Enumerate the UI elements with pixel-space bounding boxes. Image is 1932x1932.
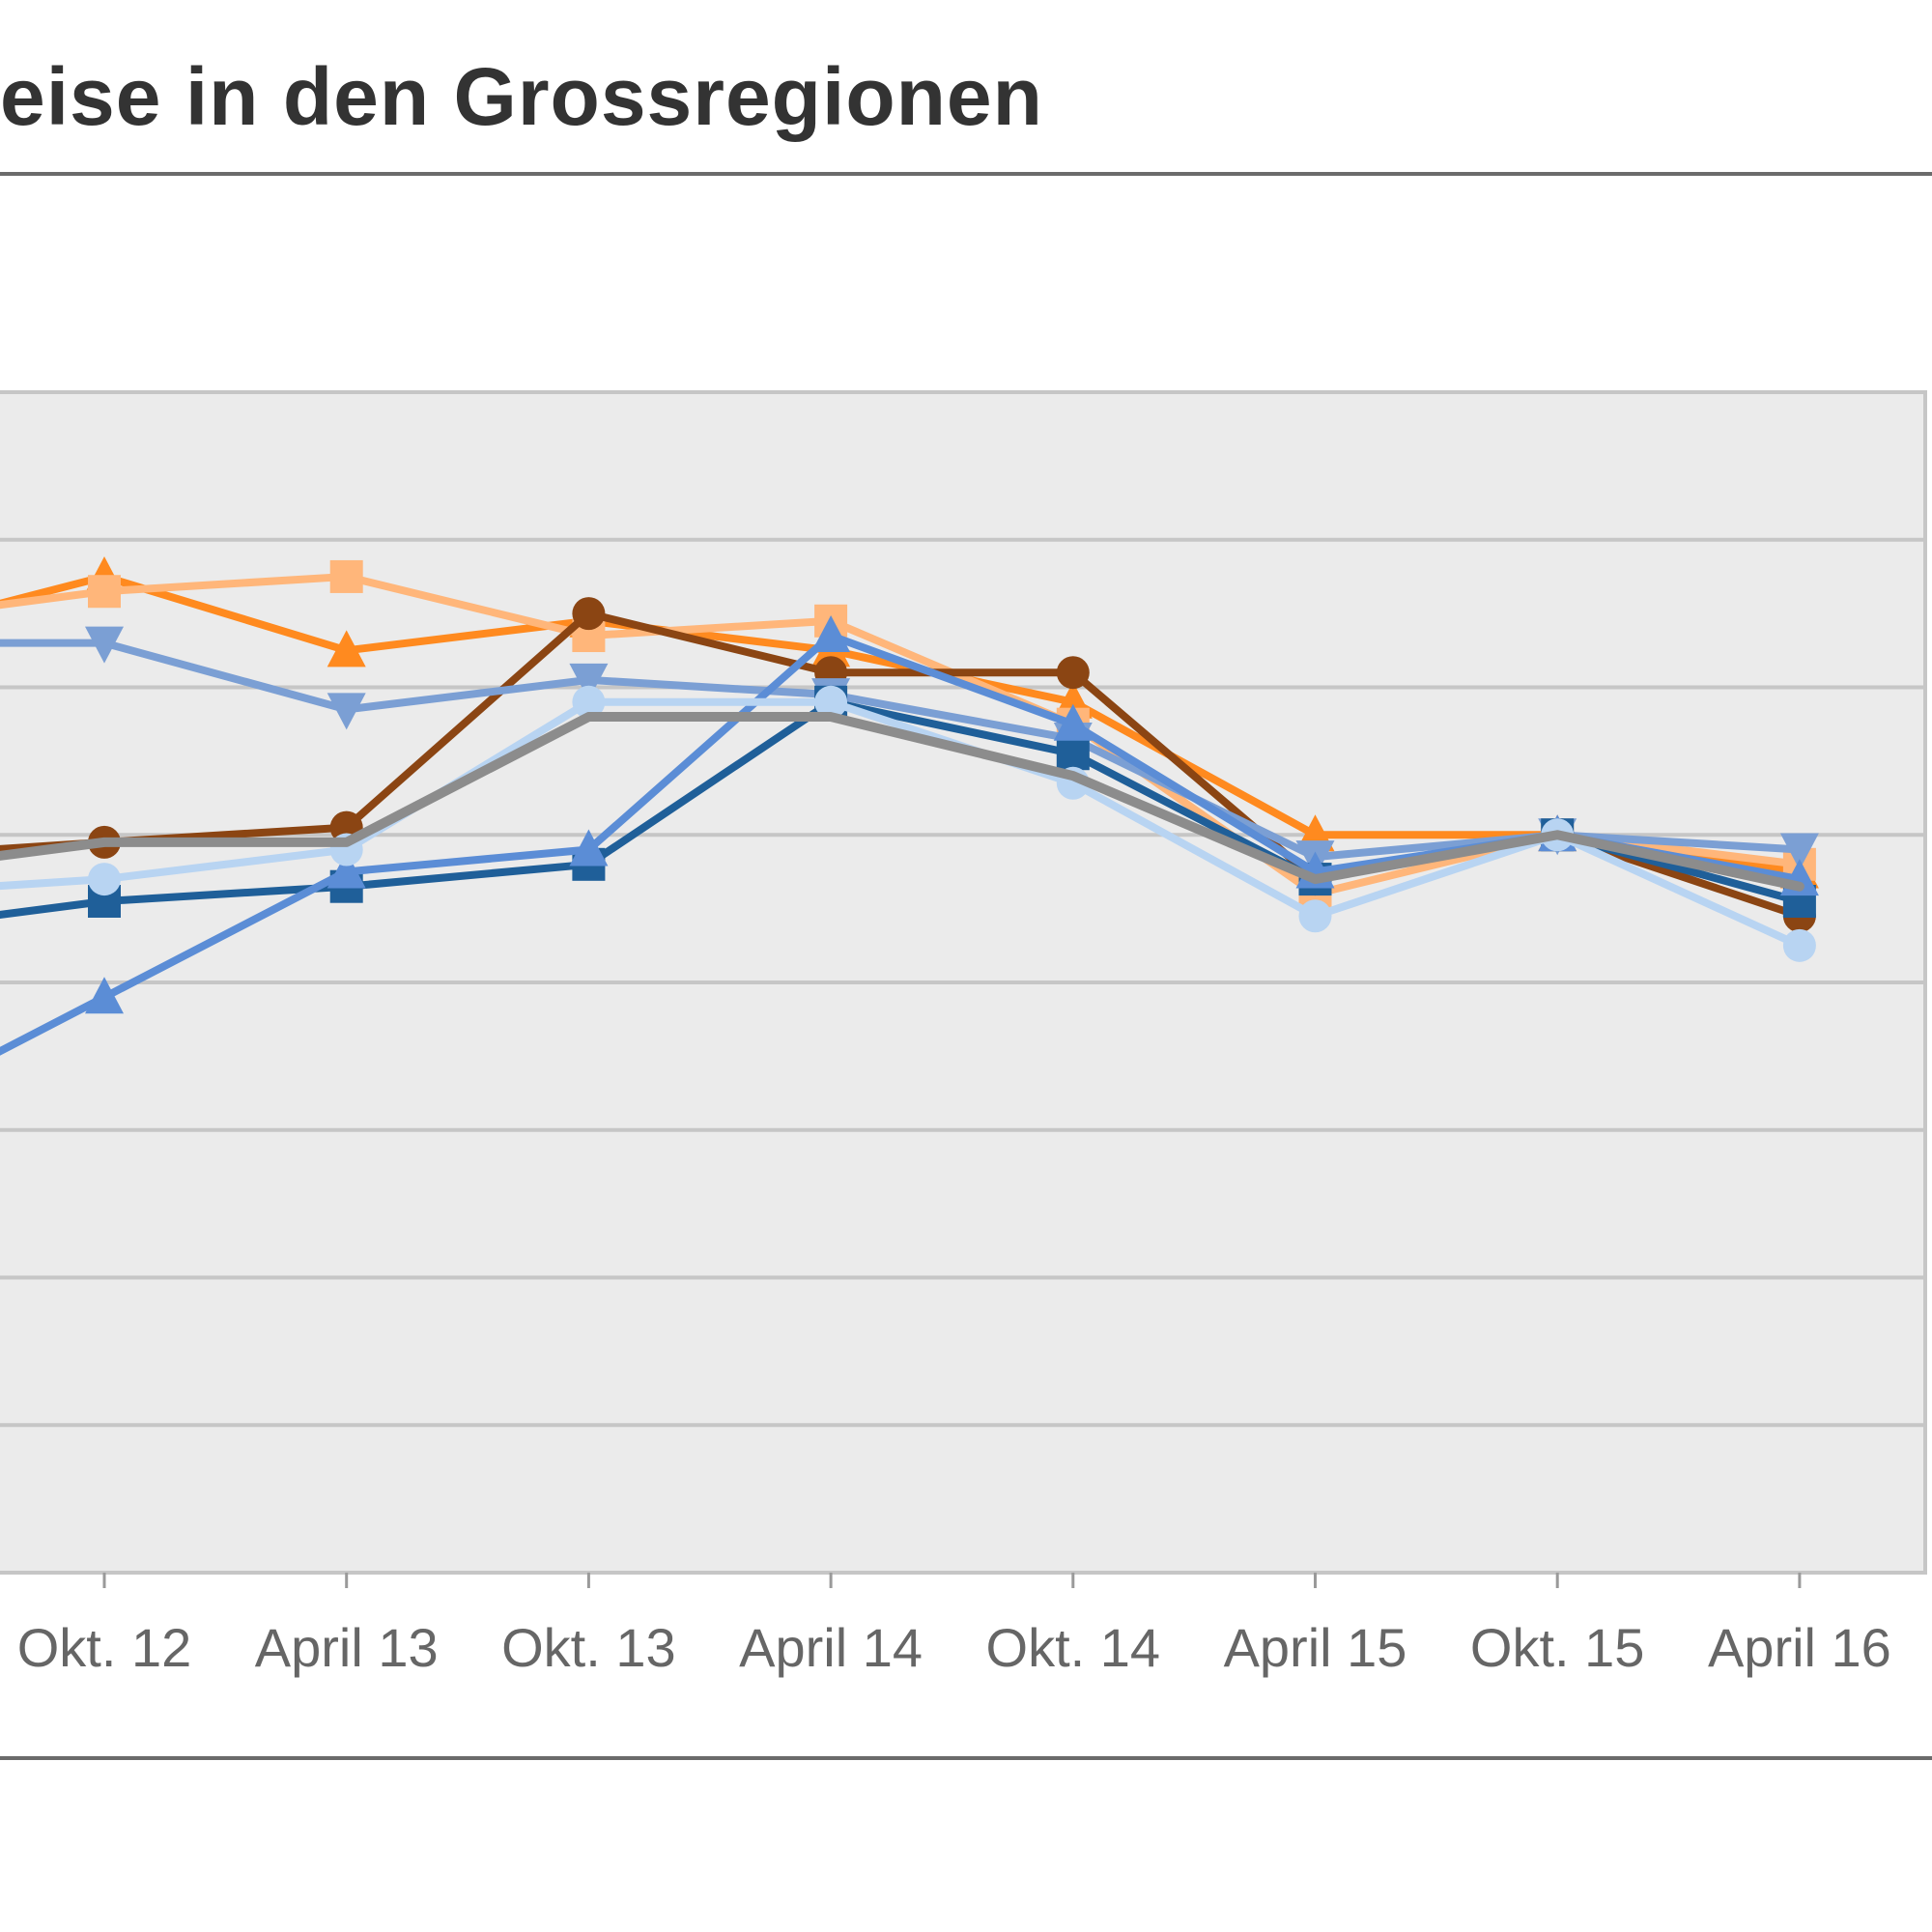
- data-point: [1782, 928, 1816, 962]
- data-point: [814, 685, 848, 719]
- data-point: [327, 693, 366, 730]
- data-point: [811, 615, 851, 653]
- data-point: [569, 829, 609, 867]
- data-point: [327, 630, 366, 668]
- data-point: [572, 685, 606, 719]
- x-tick-label: Okt. 14: [986, 1617, 1161, 1678]
- data-point: [569, 663, 609, 700]
- x-tick-label: Okt. 13: [501, 1617, 676, 1678]
- data-point: [329, 559, 363, 593]
- x-tick-label: April 16: [1708, 1617, 1891, 1678]
- data-point: [85, 977, 124, 1014]
- data-point: [88, 575, 121, 609]
- data-point: [85, 626, 124, 664]
- data-point: [88, 863, 121, 896]
- data-point: [572, 597, 606, 631]
- chart-title: eise in den Grossregionen: [0, 51, 1043, 142]
- x-tick-label: April 14: [739, 1617, 923, 1678]
- x-tick-label: Okt. 12: [17, 1617, 192, 1678]
- x-tick-label: April 15: [1224, 1617, 1407, 1678]
- data-point: [1298, 899, 1332, 933]
- data-point: [1779, 833, 1819, 870]
- data-point: [1056, 656, 1090, 690]
- bottom-divider: [0, 1756, 1932, 1760]
- data-point: [1056, 737, 1090, 771]
- series-7: [0, 712, 1804, 892]
- data-point: [327, 851, 366, 889]
- x-tick-label: April 13: [255, 1617, 439, 1678]
- top-divider: [0, 172, 1932, 176]
- x-tick-label: Okt. 15: [1470, 1617, 1645, 1678]
- data-point: [1053, 703, 1093, 741]
- series-line: [0, 712, 1804, 892]
